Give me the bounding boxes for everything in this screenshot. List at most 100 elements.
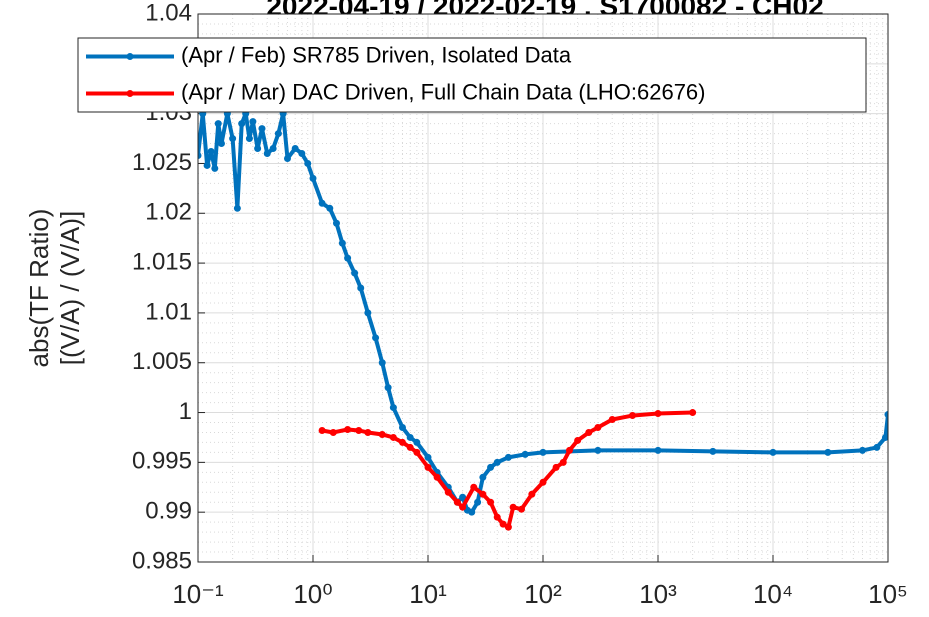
data-point bbox=[459, 503, 467, 511]
data-point bbox=[378, 359, 386, 367]
data-point bbox=[344, 425, 352, 433]
x-tick-label: 10⁻¹ bbox=[172, 579, 224, 609]
data-point bbox=[398, 438, 406, 446]
plot-border bbox=[197, 13, 889, 563]
data-point bbox=[304, 159, 312, 167]
data-point bbox=[493, 458, 501, 466]
data-point bbox=[351, 269, 359, 277]
x-tick-label: 10⁰ bbox=[293, 579, 332, 609]
data-point bbox=[881, 433, 888, 441]
data-point bbox=[504, 523, 512, 531]
data-point bbox=[249, 118, 257, 126]
y-tick-label: 1.025 bbox=[132, 149, 192, 176]
data-point bbox=[364, 428, 372, 436]
data-point bbox=[378, 430, 386, 438]
data-point bbox=[509, 503, 517, 511]
data-point bbox=[211, 164, 219, 172]
y-label-line: [(V/A) / (V/A)] bbox=[55, 211, 85, 366]
y-axis-label: abs(TF Ratio) [(V/A) / (V/A)] bbox=[24, 209, 85, 368]
data-point bbox=[594, 423, 602, 431]
x-tick-label: 10⁵ bbox=[868, 579, 908, 609]
y-tick-label: 0.995 bbox=[132, 448, 192, 475]
y-label-line: abs(TF Ratio) bbox=[24, 209, 54, 368]
y-tick-label: 1.01 bbox=[145, 298, 192, 325]
data-point bbox=[355, 426, 363, 434]
legend-marker bbox=[126, 53, 134, 60]
data-point bbox=[559, 458, 567, 466]
data-point bbox=[245, 135, 253, 143]
data-point bbox=[269, 145, 277, 153]
data-point bbox=[769, 448, 777, 456]
data-point bbox=[207, 147, 215, 155]
data-point bbox=[254, 145, 262, 153]
data-point bbox=[479, 490, 487, 498]
data-point bbox=[214, 120, 222, 128]
data-point bbox=[453, 498, 461, 506]
data-point bbox=[493, 513, 501, 521]
data-point bbox=[364, 309, 372, 317]
data-point bbox=[566, 446, 574, 454]
y-tick-label: 1 bbox=[179, 398, 192, 425]
data-point bbox=[413, 448, 421, 456]
data-point bbox=[329, 428, 337, 436]
legend-label: (Apr / Feb) SR785 Driven, Isolated Data bbox=[181, 42, 572, 67]
y-tick-label: 0.99 bbox=[145, 498, 192, 525]
legend-label: (Apr / Mar) DAC Driven, Full Chain Data … bbox=[181, 79, 706, 104]
data-point bbox=[689, 409, 697, 417]
data-point bbox=[274, 130, 282, 138]
data-point bbox=[326, 204, 334, 212]
data-point bbox=[654, 446, 662, 454]
data-point bbox=[424, 453, 432, 461]
y-tick-label: 1.005 bbox=[132, 348, 192, 375]
data-point bbox=[258, 125, 266, 133]
data-point bbox=[384, 384, 392, 392]
data-point bbox=[470, 483, 478, 491]
data-point bbox=[444, 488, 452, 496]
legend-marker bbox=[126, 90, 134, 97]
data-point bbox=[372, 334, 380, 342]
data-point bbox=[298, 149, 306, 157]
data-point bbox=[873, 443, 881, 451]
legend-box bbox=[77, 37, 867, 113]
data-point bbox=[406, 443, 414, 451]
data-point bbox=[291, 145, 299, 153]
data-point bbox=[389, 404, 397, 412]
x-tick-label: 10¹ bbox=[409, 579, 447, 609]
data-point bbox=[406, 433, 414, 441]
data-point bbox=[608, 416, 616, 424]
data-point bbox=[487, 463, 495, 471]
y-tick-label: 1.04 bbox=[145, 0, 192, 26]
data-point bbox=[413, 438, 421, 446]
data-point bbox=[203, 161, 211, 169]
data-point bbox=[539, 448, 547, 456]
data-point bbox=[338, 239, 346, 247]
data-point bbox=[309, 174, 317, 182]
data-point bbox=[357, 284, 365, 292]
data-point bbox=[318, 426, 326, 434]
data-point bbox=[585, 428, 593, 436]
data-point bbox=[594, 446, 602, 454]
data-point bbox=[528, 490, 536, 498]
data-point bbox=[344, 254, 352, 262]
data-point bbox=[628, 412, 636, 420]
data-point bbox=[217, 140, 225, 148]
y-tick-label: 0.985 bbox=[132, 547, 192, 574]
data-point bbox=[318, 199, 326, 207]
data-point bbox=[479, 473, 487, 481]
data-point bbox=[424, 463, 432, 471]
x-tick-label: 10⁴ bbox=[753, 579, 793, 609]
y-tick-label: 1.02 bbox=[145, 199, 192, 226]
data-point bbox=[398, 423, 406, 431]
data-point bbox=[459, 493, 467, 501]
data-point bbox=[824, 448, 832, 456]
data-point bbox=[858, 446, 866, 454]
data-point bbox=[233, 204, 241, 212]
x-tick-label: 10² bbox=[524, 579, 562, 609]
data-point bbox=[552, 463, 560, 471]
x-tick-label: 10³ bbox=[639, 579, 677, 609]
data-point bbox=[504, 453, 512, 461]
series-layer bbox=[198, 110, 888, 531]
data-point bbox=[283, 154, 291, 162]
y-tick-label: 1.015 bbox=[132, 248, 192, 275]
